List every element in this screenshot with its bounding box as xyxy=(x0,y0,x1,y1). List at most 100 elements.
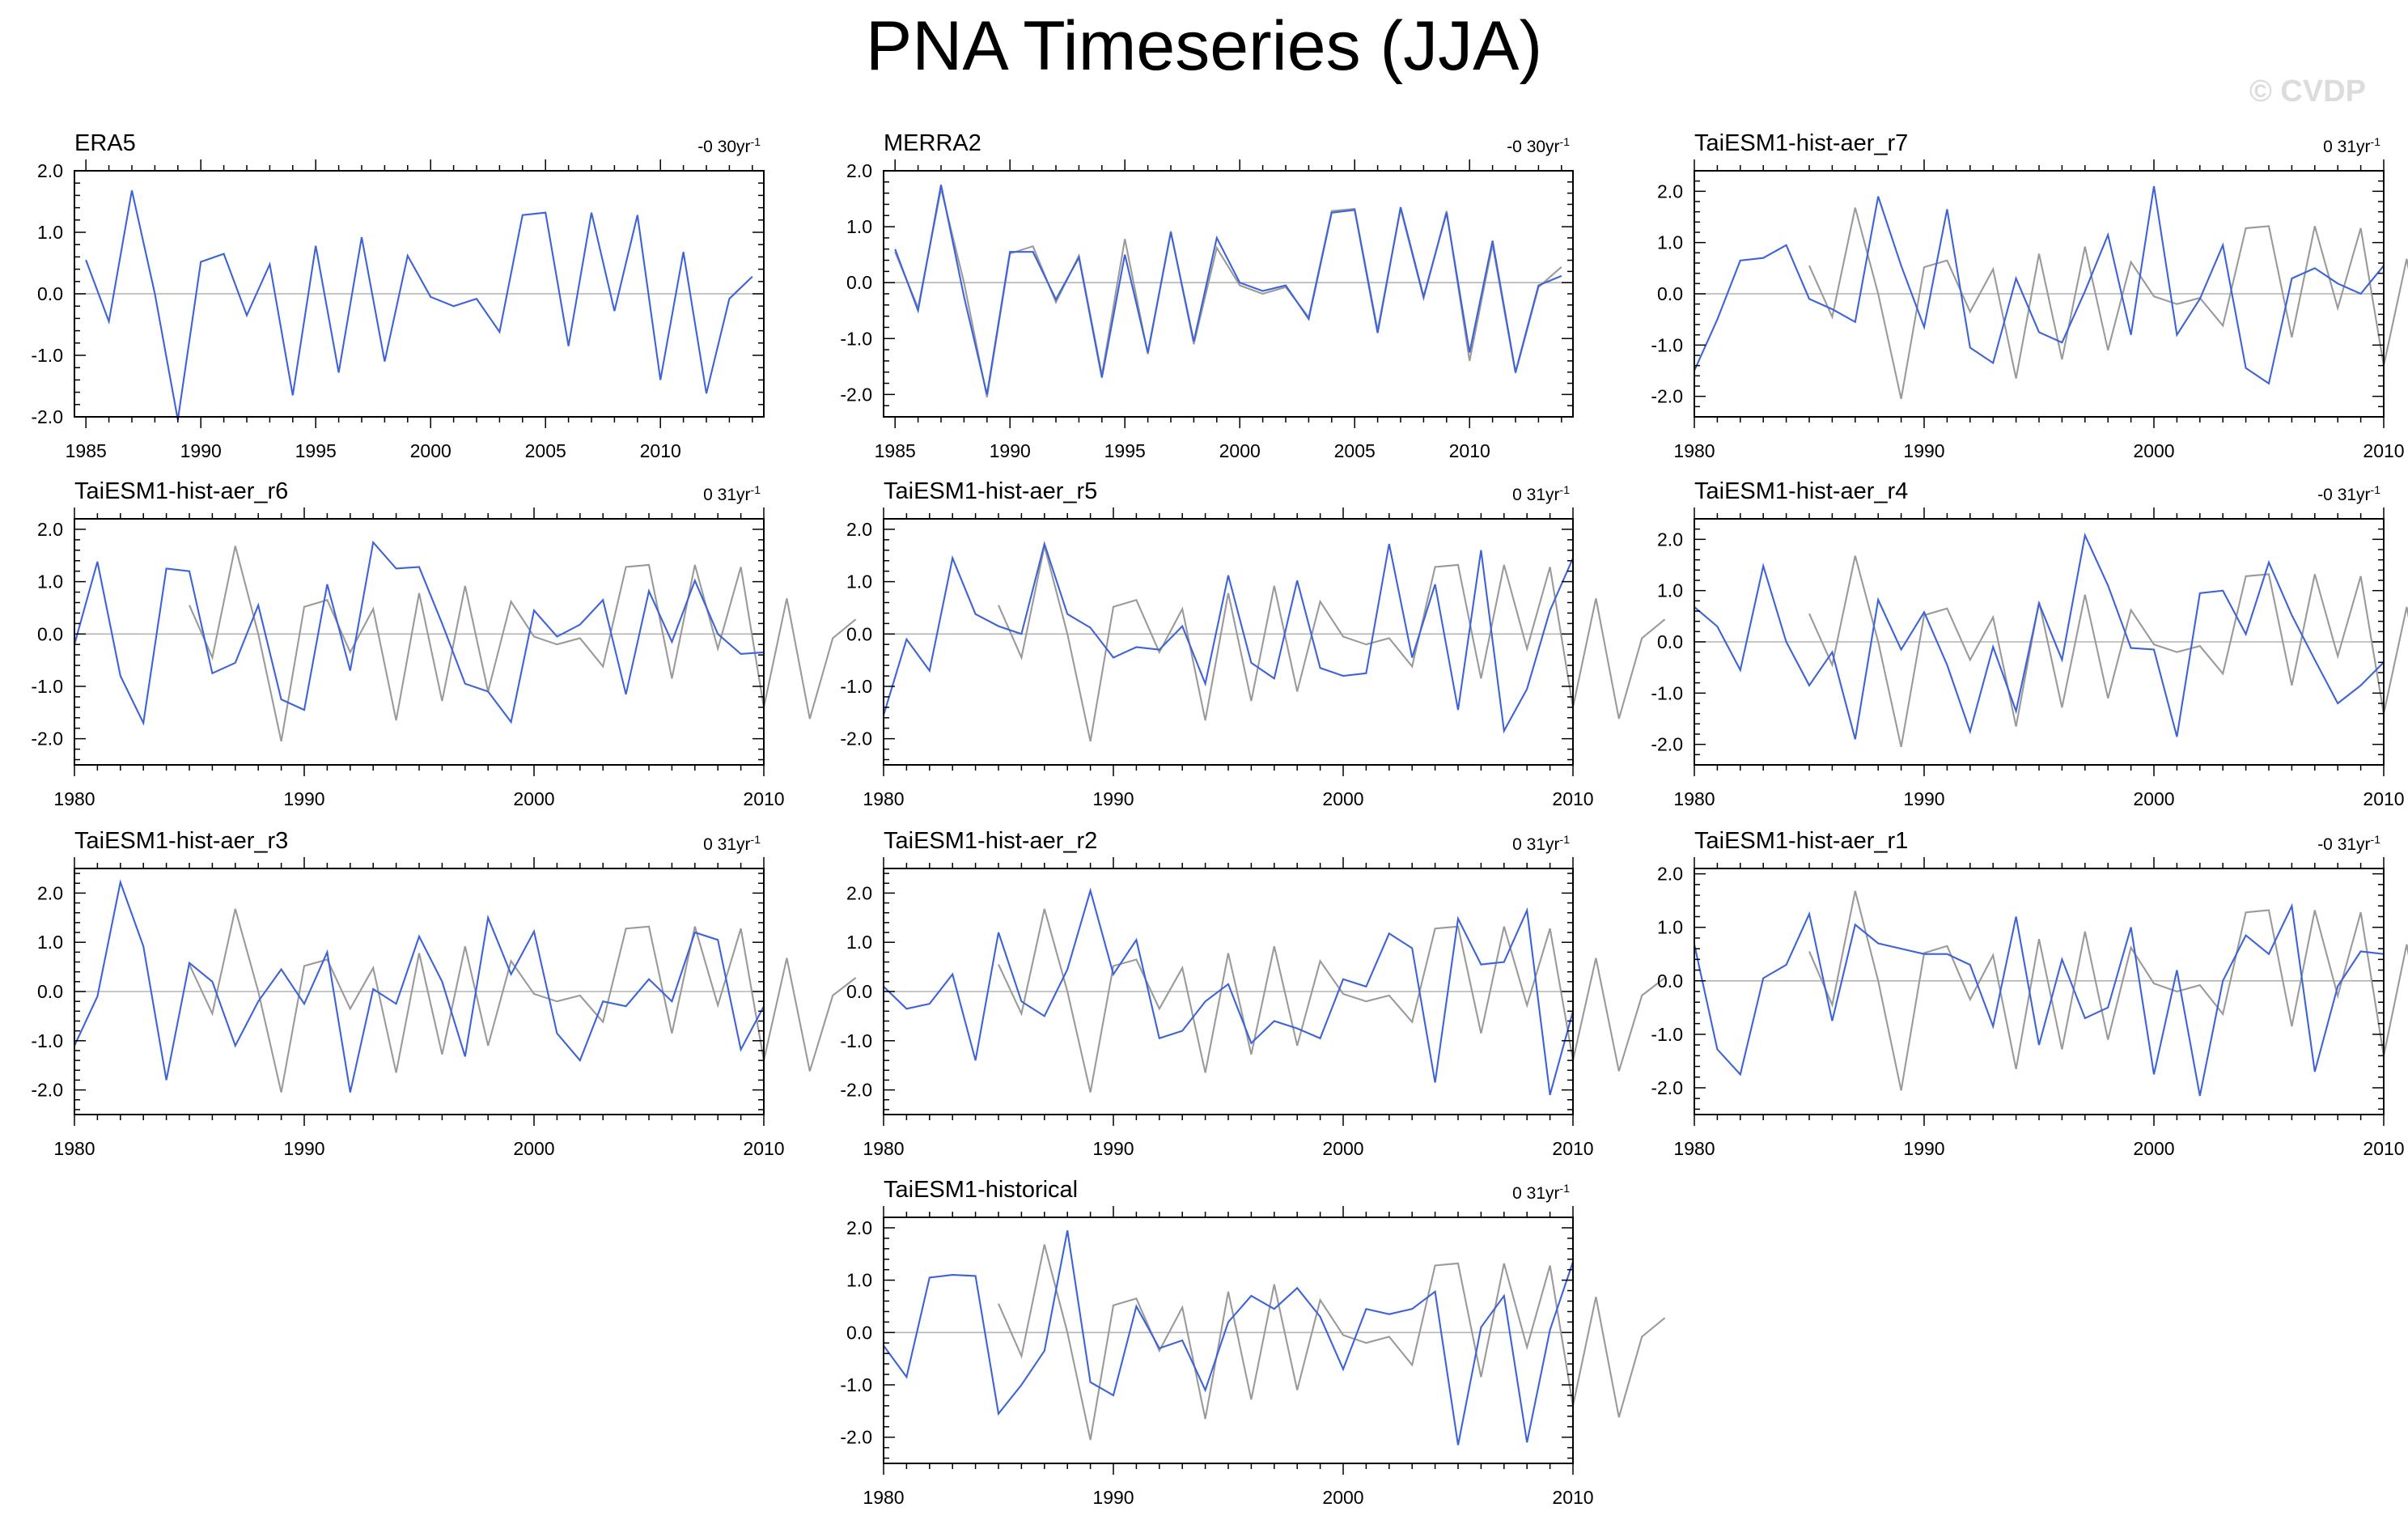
y-tick-label: -2.0 xyxy=(840,728,872,750)
model-series-line xyxy=(883,1230,1574,1446)
y-tick-label: -1.0 xyxy=(31,345,63,366)
x-tick-label: 2005 xyxy=(1334,440,1376,461)
y-tick-label: 1.0 xyxy=(37,932,63,953)
plot-area: 2.0 1.0 0.0 -1.0 -2.0 1980 1990 2000 2010 xyxy=(840,857,1666,1159)
y-tick-label: 2.0 xyxy=(37,882,63,903)
x-tick-label: 1990 xyxy=(1092,1138,1134,1159)
y-tick-label: 1.0 xyxy=(37,571,63,592)
x-tick-label: 2000 xyxy=(410,440,451,461)
y-tick-label: 1.0 xyxy=(1657,917,1683,938)
plot-area: 2.0 1.0 0.0 -1.0 -2.0 1980 1990 2000 2010 xyxy=(840,507,1666,809)
trend-label: -0 30yr-1 xyxy=(697,135,761,157)
y-tick-label: 0.0 xyxy=(846,623,872,644)
x-tick-label: 1980 xyxy=(1673,1138,1715,1159)
x-tick-label: 1980 xyxy=(53,1138,95,1159)
x-tick-label: 1980 xyxy=(1673,788,1715,809)
y-tick-label: 1.0 xyxy=(1657,232,1683,253)
plot-area: 2.0 1.0 0.0 -1.0 -2.0 1980 1990 2000 2010 xyxy=(1651,159,2408,461)
x-tick-label: 1990 xyxy=(1092,788,1134,809)
y-tick-label: 2.0 xyxy=(846,160,872,181)
model-series-line xyxy=(1694,185,2385,385)
panel-title: TaiESM1-historical xyxy=(884,1177,1079,1203)
x-tick-label: 2010 xyxy=(1449,440,1490,461)
observed-series-line xyxy=(998,908,1666,1093)
x-tick-label: 2010 xyxy=(743,1138,784,1159)
observed-series-line xyxy=(1808,207,2408,400)
figure-title: PNA Timeseries (JJA) xyxy=(865,7,1543,85)
trend-exponent: -1 xyxy=(1559,833,1570,846)
model-series-line xyxy=(894,185,1562,395)
plot-area: 2.0 1.0 0.0 -1.0 -2.0 1980 1990 2000 2010 xyxy=(1651,507,2408,809)
y-tick-label: -2.0 xyxy=(1651,1077,1683,1098)
x-tick-label: 2010 xyxy=(1552,788,1593,809)
trend-value: 0 31yr xyxy=(1512,486,1560,504)
y-tick-label: 1.0 xyxy=(37,222,63,243)
plot-area: 2.0 1.0 0.0 -1.0 -2.0 1980 1990 2000 2010 xyxy=(31,857,857,1159)
x-tick-label: 1990 xyxy=(283,1138,324,1159)
observed-series-line xyxy=(998,1244,1666,1441)
observed-series-line xyxy=(998,546,1666,742)
x-tick-label: 2000 xyxy=(1322,1138,1363,1159)
y-tick-label: 2.0 xyxy=(37,519,63,540)
trend-label: 0 31yr-1 xyxy=(703,483,761,505)
trend-label: -0 31yr-1 xyxy=(2317,483,2380,505)
y-tick-label: -2.0 xyxy=(840,1427,872,1448)
x-tick-label: 2010 xyxy=(1552,1487,1593,1508)
y-tick-label: 0.0 xyxy=(1657,970,1683,992)
panel-title: TaiESM1-hist-aer_r6 xyxy=(74,478,289,504)
watermark: © CVDP xyxy=(2249,74,2366,108)
trend-label: 0 31yr-1 xyxy=(1512,1182,1570,1204)
y-tick-label: 0.0 xyxy=(37,283,63,304)
observed-series-line xyxy=(189,908,857,1093)
trend-label: -0 31yr-1 xyxy=(2317,833,2380,855)
panel-title: TaiESM1-hist-aer_r4 xyxy=(1694,478,1909,504)
panel-title: TaiESM1-hist-aer_r5 xyxy=(884,478,1098,504)
y-tick-label: -2.0 xyxy=(1651,734,1683,755)
observed-series-line xyxy=(1808,555,2408,748)
y-tick-label: -1.0 xyxy=(1651,334,1683,355)
y-tick-label: -1.0 xyxy=(31,1030,63,1051)
trend-exponent: -1 xyxy=(1559,1182,1570,1195)
observed-series-line xyxy=(1808,890,2408,1091)
x-tick-label: 2010 xyxy=(1552,1138,1593,1159)
y-tick-label: 1.0 xyxy=(1657,580,1683,601)
trend-label: 0 31yr-1 xyxy=(1512,483,1570,505)
x-tick-label: 1990 xyxy=(1092,1487,1134,1508)
y-tick-label: 1.0 xyxy=(846,571,872,592)
y-tick-label: -2.0 xyxy=(1651,386,1683,407)
trend-exponent: -1 xyxy=(2370,135,2380,148)
x-tick-label: 1980 xyxy=(863,1487,904,1508)
panel-title: ERA5 xyxy=(74,130,136,156)
y-tick-label: 2.0 xyxy=(846,882,872,903)
x-tick-label: 1990 xyxy=(283,788,324,809)
y-tick-label: 0.0 xyxy=(37,623,63,644)
model-series-line xyxy=(74,879,765,1093)
trend-value: 0 31yr xyxy=(2323,138,2371,156)
trend-exponent: -1 xyxy=(1559,135,1570,148)
y-tick-label: 2.0 xyxy=(1657,529,1683,550)
trend-value: -0 30yr xyxy=(1507,138,1560,156)
x-tick-label: 1990 xyxy=(990,440,1031,461)
trend-exponent: -1 xyxy=(750,483,761,496)
trend-label: -0 30yr-1 xyxy=(1507,135,1570,157)
y-tick-label: -2.0 xyxy=(840,384,872,405)
x-tick-label: 2010 xyxy=(2363,1138,2404,1159)
x-tick-label: 1990 xyxy=(180,440,222,461)
y-tick-label: 0.0 xyxy=(846,1322,872,1343)
trend-value: -0 30yr xyxy=(697,138,751,156)
panel-title: TaiESM1-hist-aer_r3 xyxy=(74,828,289,854)
y-tick-label: 2.0 xyxy=(1657,180,1683,202)
plot-area: 2.0 1.0 0.0 -1.0 -2.0 1980 1990 2000 2010 xyxy=(1651,857,2408,1159)
trend-value: 0 31yr xyxy=(1512,835,1560,854)
y-tick-label: -1.0 xyxy=(31,676,63,697)
observed-series-line xyxy=(894,188,1562,398)
trend-exponent: -1 xyxy=(2370,483,2380,496)
y-tick-label: -2.0 xyxy=(31,406,63,427)
y-tick-label: -1.0 xyxy=(840,1374,872,1395)
x-tick-label: 2000 xyxy=(513,788,554,809)
x-tick-label: 2000 xyxy=(1322,1487,1363,1508)
x-tick-label: 2000 xyxy=(2133,788,2174,809)
